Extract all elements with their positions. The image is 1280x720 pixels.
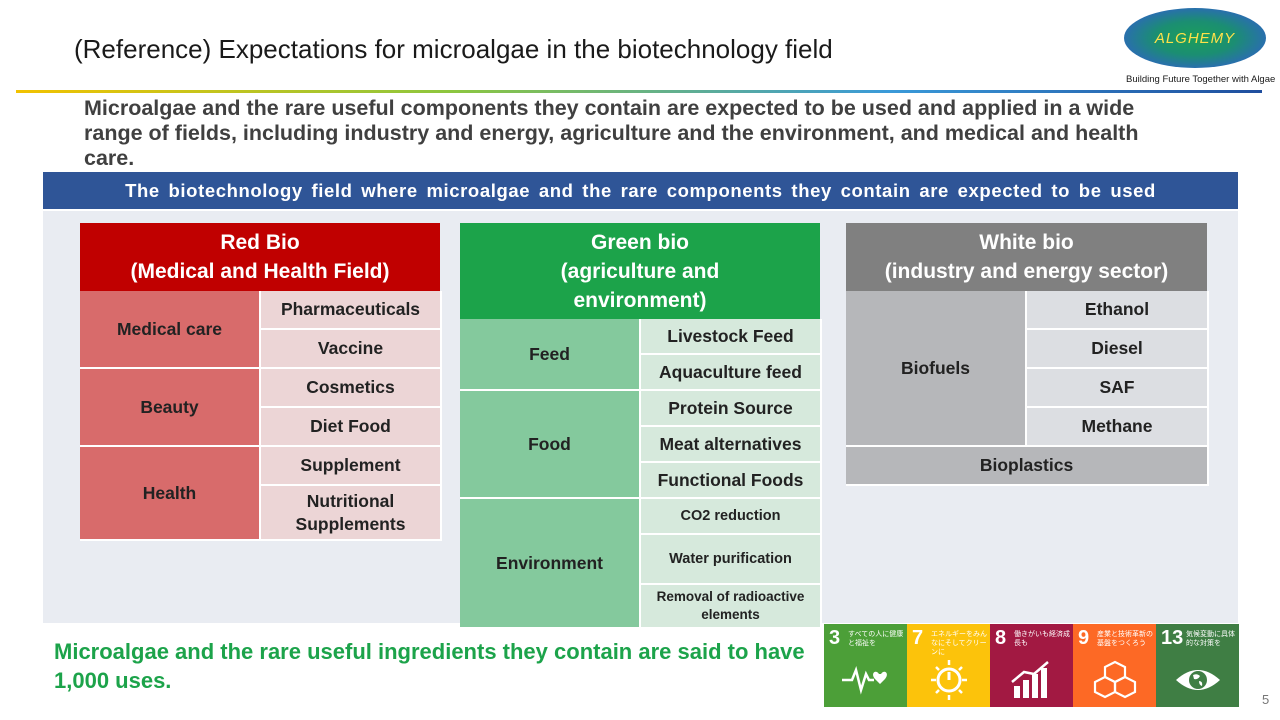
category-environment: Environment — [460, 499, 641, 629]
alghemy-logo: ALGHEMY — [1124, 8, 1266, 68]
item-diet-food: Diet Food — [261, 408, 442, 447]
sdg-number: 13 — [1161, 627, 1184, 649]
item-livestock-feed: Livestock Feed — [641, 319, 822, 355]
red-bio-header: Red Bio (Medical and Health Field) — [80, 223, 440, 291]
eye-globe-icon — [1176, 670, 1220, 690]
item-diesel: Diesel — [1027, 330, 1209, 369]
sdg-8-badge: 8 働きがいも経済成長も — [990, 624, 1073, 707]
growth-chart-icon — [1011, 661, 1049, 698]
section-banner: The biotechnology field where microalgae… — [43, 172, 1238, 209]
item-vaccine: Vaccine — [261, 330, 442, 369]
sdg-number: 9 — [1078, 627, 1090, 649]
category-health: Health — [80, 447, 261, 541]
item-meat-alternatives: Meat alternatives — [641, 427, 822, 463]
white-bio-header: White bio (industry and energy sector) — [846, 223, 1207, 291]
sdg-text: すべての人に健康と福祉を — [848, 631, 904, 647]
footer-statement: Microalgae and the rare useful ingredien… — [54, 639, 805, 693]
green-bio-header: Green bio (agriculture and environment) — [460, 223, 820, 319]
slide-title: (Reference) Expectations for microalgae … — [74, 34, 833, 64]
item-functional-foods: Functional Foods — [641, 463, 822, 499]
green-bio-title: Green bio — [590, 230, 690, 254]
item-bioplastics: Bioplastics — [846, 447, 1209, 486]
sdg-number: 7 — [912, 627, 924, 649]
green-bio-subtitle-line2: environment) — [573, 288, 707, 312]
item-ethanol: Ethanol — [1027, 291, 1209, 330]
sdg-3-badge: 3 すべての人に健康と福祉を — [824, 624, 907, 707]
sdg-9-badge: 9 産業と技術革新の基盤をつくろう — [1073, 624, 1156, 707]
sun-power-icon — [931, 660, 967, 700]
white-bio-title: White bio — [979, 231, 1074, 254]
category-medical-care: Medical care — [80, 291, 261, 369]
sdg-text: 気候変動に具体的な対策を — [1186, 631, 1235, 647]
item-aquaculture-feed: Aquaculture feed — [641, 355, 822, 391]
category-food: Food — [460, 391, 641, 499]
item-removal-radioactive: Removal of radioactive elements — [641, 585, 822, 629]
sdg-number: 3 — [829, 627, 841, 649]
cubes-icon — [1093, 660, 1137, 699]
page-number: 5 — [1262, 692, 1270, 707]
item-water-purification: Water purification — [641, 535, 822, 585]
item-methane: Methane — [1027, 408, 1209, 447]
category-biofuels: Biofuels — [846, 291, 1027, 447]
sdg-text: 働きがいも経済成長も — [1014, 631, 1070, 647]
sdg-text: エネルギーをみんなにそしてクリーンに — [931, 631, 987, 656]
logo-text: ALGHEMY — [1154, 29, 1236, 47]
sdg-number: 8 — [995, 627, 1007, 649]
sdg-text: 産業と技術革新の基盤をつくろう — [1097, 631, 1153, 647]
item-saf: SAF — [1027, 369, 1209, 408]
item-cosmetics: Cosmetics — [261, 369, 442, 408]
item-nutritional-supplements: Nutritional Supplements — [261, 486, 442, 541]
category-feed: Feed — [460, 319, 641, 391]
sdg-7-badge: 7 エネルギーをみんなにそしてクリーンに — [907, 624, 990, 707]
item-supplement: Supplement — [261, 447, 442, 486]
sdg-13-badge: 13 気候変動に具体的な対策を — [1156, 624, 1239, 707]
white-bio-subtitle: (industry and energy sector) — [884, 260, 1169, 283]
category-beauty: Beauty — [80, 369, 261, 447]
item-co2-reduction: CO2 reduction — [641, 499, 822, 535]
red-bio-subtitle: (Medical and Health Field) — [130, 260, 390, 283]
red-bio-title: Red Bio — [220, 231, 300, 254]
green-bio-subtitle-line1: (agriculture and — [560, 259, 720, 283]
logo-tagline: Building Future Together with Algae — [1126, 74, 1276, 85]
item-pharmaceuticals: Pharmaceuticals — [261, 291, 442, 330]
item-protein-source: Protein Source — [641, 391, 822, 427]
intro-text: Microalgae and the rare useful component… — [84, 96, 1139, 170]
title-divider — [16, 90, 1262, 93]
heartbeat-icon — [842, 665, 887, 695]
